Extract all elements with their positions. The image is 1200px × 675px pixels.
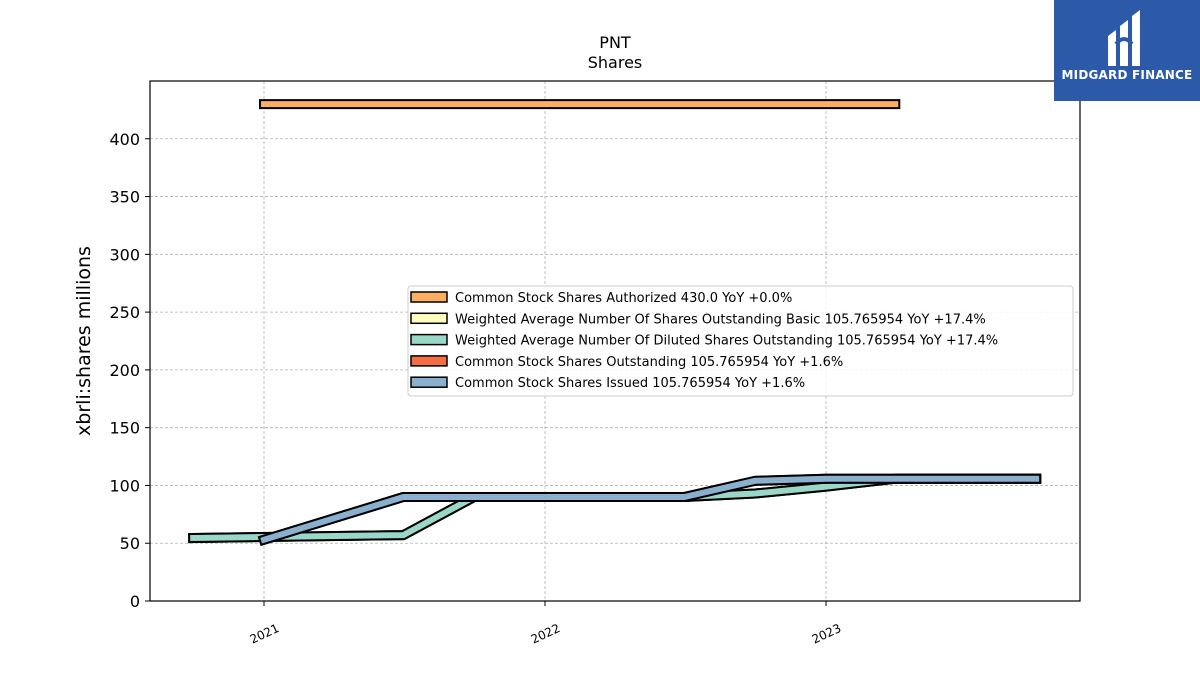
plot-frame (149, 80, 1081, 602)
x-tick-label: 2022 (529, 621, 563, 647)
x-axis: 2021 2022 2023 (248, 601, 844, 647)
legend: Common Stock Shares Authorized 430.0 YoY… (407, 285, 1074, 397)
legend-swatch (410, 333, 448, 346)
chart-title: PNT (599, 33, 631, 52)
series-outline-weighted-average-number-of-shares-outstanding-basic (188, 473, 1042, 544)
legend-label: Common Stock Shares Issued 105.765954 Yo… (455, 376, 805, 391)
y-tick-label: 150 (109, 419, 140, 438)
brand-logo: MIDGARD FINANCE (1054, 0, 1200, 101)
series-outline-weighted-average-number-of-diluted-shares-outstanding (188, 473, 1042, 544)
series-line-weighted-average-number-of-shares-outstanding-basic (190, 475, 1040, 542)
y-tick-label: 300 (109, 245, 140, 264)
legend-label: Common Stock Shares Outstanding 105.7659… (455, 355, 843, 370)
series-layer (188, 99, 1042, 547)
chart-subtitle: Shares (588, 53, 643, 72)
legend-swatch (410, 312, 448, 325)
y-tick-label: 350 (109, 188, 140, 207)
y-tick-label: 0 (130, 592, 140, 611)
legend-swatch (410, 291, 448, 303)
y-axis-label: xbrli:shares millions (73, 246, 95, 436)
x-tick-label: 2023 (810, 621, 844, 647)
y-tick-label: 400 (109, 130, 140, 149)
y-tick-label: 250 (109, 303, 140, 322)
legend-swatch (410, 355, 448, 367)
series-line-weighted-average-number-of-diluted-shares-outstanding (190, 475, 1040, 542)
legend-swatch (410, 376, 448, 388)
legend-label: Weighted Average Number Of Diluted Share… (455, 334, 998, 349)
brand-name: MIDGARD FINANCE (1061, 68, 1193, 82)
y-tick-label: 200 (109, 361, 140, 380)
y-axis: 0 50 100 150 200 250 300 350 400 (109, 130, 150, 611)
legend-label: Weighted Average Number Of Shares Outsta… (455, 312, 986, 327)
legend-label: Common Stock Shares Authorized 430.0 YoY… (455, 291, 792, 306)
series-line-common-stock-shares-issued (260, 475, 1040, 544)
legend-box (407, 285, 1074, 397)
x-tick-label: 2021 (248, 621, 282, 647)
y-tick-label: 100 (109, 476, 140, 495)
y-tick-label: 50 (120, 534, 140, 553)
midgard-logo-icon (1108, 10, 1140, 66)
